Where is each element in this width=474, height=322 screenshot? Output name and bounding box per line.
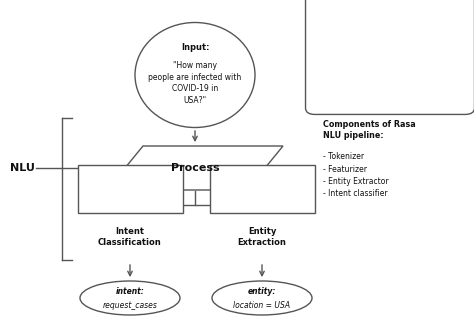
Ellipse shape [135,23,255,128]
Text: intent:: intent: [116,288,145,297]
Text: Intent
Classification: Intent Classification [98,227,162,247]
Ellipse shape [80,281,180,315]
Text: entity:: entity: [248,288,276,297]
Ellipse shape [212,281,312,315]
Text: - Tokenizer
- Featurizer
- Entity Extractor
- Intent classifier: - Tokenizer - Featurizer - Entity Extrac… [323,152,389,198]
FancyBboxPatch shape [78,165,183,213]
Text: NLU: NLU [9,163,35,173]
Text: Process: Process [171,163,219,173]
Text: request_cases: request_cases [102,300,157,309]
Text: Input:: Input: [181,43,209,52]
Text: "How many
people are infected with
COVID-19 in
USA?": "How many people are infected with COVID… [148,61,242,105]
FancyBboxPatch shape [210,165,315,213]
Polygon shape [107,146,283,190]
Text: Entity
Extraction: Entity Extraction [237,227,286,247]
FancyBboxPatch shape [306,0,474,114]
Text: Components of Rasa
NLU pipeline:: Components of Rasa NLU pipeline: [323,120,416,140]
Text: location = USA: location = USA [233,300,291,309]
